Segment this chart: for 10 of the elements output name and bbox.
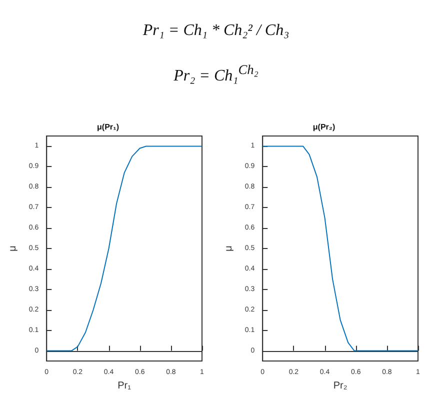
text: Pr₁ = Ch₁ * Ch₂² / Ch₃ [142, 22, 290, 40]
line-series [262, 146, 418, 352]
line-series [46, 146, 202, 352]
chart-title: μ(Pr₂) [312, 122, 336, 132]
y-axis-title: μ [8, 245, 18, 252]
x-axis-title: Pr₁ [118, 380, 132, 392]
chart-title: μ(Pr₁) [97, 122, 120, 132]
text: Pr₂ = Ch₁$^{Ch₂}$ [172, 62, 260, 86]
y-axis-title: μ [224, 245, 234, 252]
x-axis-title: Pr₂ [333, 380, 348, 392]
